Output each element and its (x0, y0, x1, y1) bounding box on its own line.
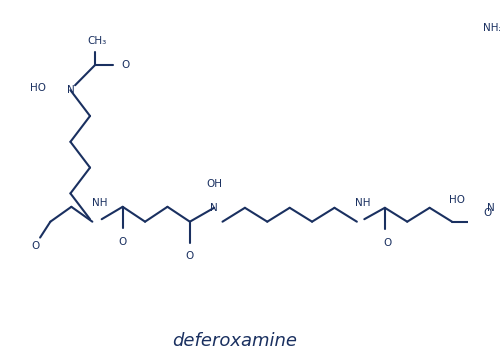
Text: N: N (210, 203, 218, 213)
Text: N: N (66, 85, 74, 95)
Text: O: O (383, 237, 392, 248)
Text: O: O (122, 60, 130, 70)
Text: deferoxamine: deferoxamine (172, 332, 297, 350)
Text: O: O (186, 252, 194, 261)
Text: O: O (118, 237, 127, 247)
Text: NH: NH (92, 198, 107, 208)
Text: NH: NH (355, 198, 370, 208)
Text: HO: HO (449, 195, 465, 205)
Text: O: O (484, 208, 492, 218)
Text: HO: HO (30, 83, 46, 93)
Text: CH₃: CH₃ (88, 35, 106, 46)
Text: OH: OH (206, 179, 222, 189)
Text: O: O (32, 240, 40, 251)
Text: NH₂: NH₂ (484, 23, 500, 33)
Text: N: N (487, 203, 494, 213)
